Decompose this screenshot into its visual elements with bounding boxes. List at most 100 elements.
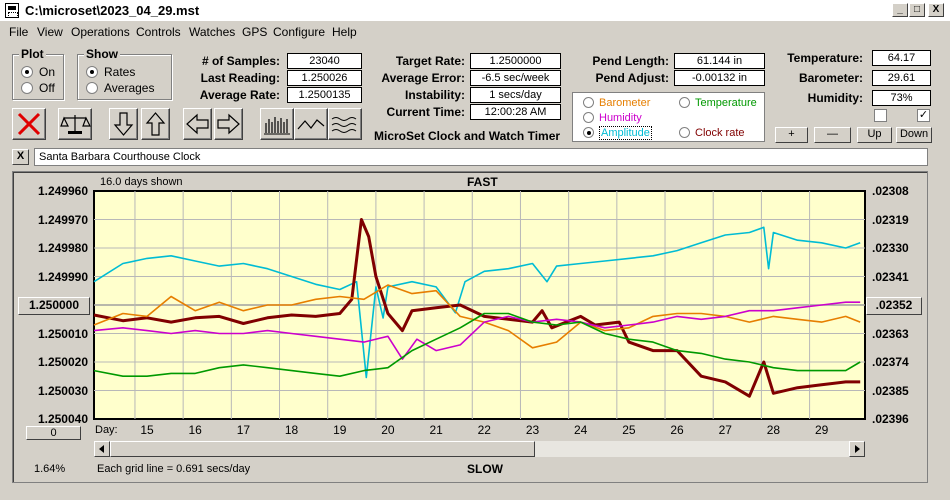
menu-controls[interactable]: Controls xyxy=(136,25,181,39)
stop-button[interactable] xyxy=(12,108,46,140)
plot-group-title: Plot xyxy=(19,47,46,61)
barometer-label: Barometer: xyxy=(798,71,863,85)
maximize-button[interactable]: □ xyxy=(909,3,925,17)
minus-button[interactable]: — xyxy=(814,127,851,143)
right-axis-label: .02374 xyxy=(872,355,909,369)
right-axis-label: .02330 xyxy=(872,241,909,255)
menu-configure[interactable]: Configure xyxy=(273,25,326,39)
scroll-right-arrow[interactable] xyxy=(849,441,865,457)
fast-label: FAST xyxy=(467,175,498,189)
left-axis-label: 1.249970 xyxy=(37,212,88,227)
left-axis-label: 1.250010 xyxy=(37,326,88,341)
day-label: Day: xyxy=(95,424,118,436)
center-value-button[interactable]: 1.250000 xyxy=(18,297,90,315)
left-button[interactable] xyxy=(183,108,212,140)
red-x-icon xyxy=(17,112,41,136)
right-axis-label: .02385 xyxy=(872,383,909,398)
sensor-amplitude-radio[interactable]: Amplitude xyxy=(583,126,652,140)
pend-adjust-field: -0.00132 in xyxy=(674,70,765,86)
right-button[interactable] xyxy=(214,108,243,140)
right-axis-label: .02319 xyxy=(872,212,909,227)
minimize-button[interactable]: _ xyxy=(892,3,908,17)
close-button[interactable]: X xyxy=(928,3,944,17)
sensor-clock-rate-radio[interactable]: Clock rate xyxy=(679,127,745,139)
clock-close-button[interactable]: X xyxy=(12,149,29,165)
balance-button[interactable] xyxy=(58,108,92,140)
line-graph-icon xyxy=(297,119,325,130)
up-adjust-button[interactable]: Up xyxy=(857,127,892,143)
show-averages-radio[interactable]: Averages xyxy=(86,81,154,95)
current-time-label: Current Time: xyxy=(386,105,465,119)
pend-adjust-label: Pend Adjust: xyxy=(595,71,669,85)
left-axis-label: 1.249990 xyxy=(37,269,88,284)
up-button[interactable] xyxy=(141,108,170,140)
clock-name-field[interactable]: Santa Barbara Courthouse Clock xyxy=(34,148,928,166)
graph-panel xyxy=(12,171,928,483)
average-rate-field: 1.2500135 xyxy=(287,87,362,103)
right-axis-label: .02363 xyxy=(872,326,909,341)
days-shown-label: 16.0 days shown xyxy=(100,176,183,188)
scroll-thumb[interactable] xyxy=(110,441,535,457)
left-checkbox[interactable] xyxy=(874,109,887,122)
radio-selected-icon xyxy=(21,66,33,78)
left-axis-label: 1.250030 xyxy=(37,383,88,398)
right-center-button[interactable]: .02352 xyxy=(866,297,922,315)
pend-length-label: Pend Length: xyxy=(592,54,669,68)
grid-note: Each grid line = 0.691 secs/day xyxy=(97,463,251,475)
instability-field: 1 secs/day xyxy=(470,87,561,103)
radio-empty-icon xyxy=(679,127,690,138)
down-adjust-button[interactable]: Down xyxy=(896,127,932,143)
left-axis-label: 1.249980 xyxy=(37,241,88,255)
app-caption: MicroSet Clock and Watch Timer xyxy=(374,129,561,143)
title-bar: C:\microset\2023_04_29.mst _ □ X xyxy=(0,0,950,22)
app-icon xyxy=(5,3,19,18)
temperature-label: Temperature: xyxy=(787,51,863,65)
triangle-left-icon xyxy=(99,445,104,453)
line-view-button[interactable] xyxy=(294,108,328,140)
target-rate-field: 1.2500000 xyxy=(470,53,561,69)
left-axis-label: 1.250040 xyxy=(37,412,88,426)
right-checkbox[interactable]: ✓ xyxy=(917,109,930,122)
radio-empty-icon xyxy=(21,82,33,94)
radio-selected-icon xyxy=(583,127,594,138)
sensor-temperature-radio[interactable]: Temperature xyxy=(679,97,757,109)
radio-empty-icon xyxy=(583,97,594,108)
average-error-label: Average Error: xyxy=(381,71,465,85)
down-button[interactable] xyxy=(109,108,138,140)
horizontal-scrollbar[interactable] xyxy=(94,441,865,457)
instability-label: Instability: xyxy=(404,88,465,102)
plot-on-radio[interactable]: On xyxy=(21,65,55,79)
menu-view[interactable]: View xyxy=(37,25,63,39)
target-rate-label: Target Rate: xyxy=(395,54,465,68)
radio-empty-icon xyxy=(583,112,594,123)
bars-view-button[interactable] xyxy=(260,108,294,140)
menu-help[interactable]: Help xyxy=(332,25,357,39)
bar-graph-icon xyxy=(264,117,290,135)
humidity-label: Humidity: xyxy=(807,91,863,105)
menu-file[interactable]: File xyxy=(9,25,29,39)
plot-off-radio[interactable]: Off xyxy=(21,81,55,95)
show-rates-radio[interactable]: Rates xyxy=(86,65,135,79)
radio-selected-icon xyxy=(86,66,98,78)
waves-view-button[interactable] xyxy=(328,108,362,140)
scroll-left-arrow[interactable] xyxy=(94,441,110,457)
clock-name-bar: X Santa Barbara Courthouse Clock xyxy=(12,148,928,166)
scales-icon xyxy=(60,115,91,134)
plus-button[interactable]: + xyxy=(775,127,808,143)
humidity-field: 73% xyxy=(872,90,931,106)
menu-operations[interactable]: Operations xyxy=(71,25,130,39)
menu-watches[interactable]: Watches xyxy=(189,25,236,39)
current-time-field: 12:00:28 AM xyxy=(470,104,561,120)
offset-button[interactable]: 0 xyxy=(26,426,81,440)
menu-gps[interactable]: GPS xyxy=(242,25,268,39)
percent-label: 1.64% xyxy=(34,463,66,475)
last-reading-field: 1.250026 xyxy=(287,70,362,86)
show-group-title: Show xyxy=(84,47,120,61)
right-axis-label: .02341 xyxy=(872,269,909,284)
sensor-humidity-radio[interactable]: Humidity xyxy=(583,112,642,124)
triangle-right-icon xyxy=(855,445,860,453)
sensor-barometer-radio[interactable]: Barometer xyxy=(583,97,650,109)
right-axis-label: .02396 xyxy=(872,412,909,426)
pend-length-field: 61.144 in xyxy=(674,53,765,69)
show-group: Show Rates Averages xyxy=(77,47,172,100)
